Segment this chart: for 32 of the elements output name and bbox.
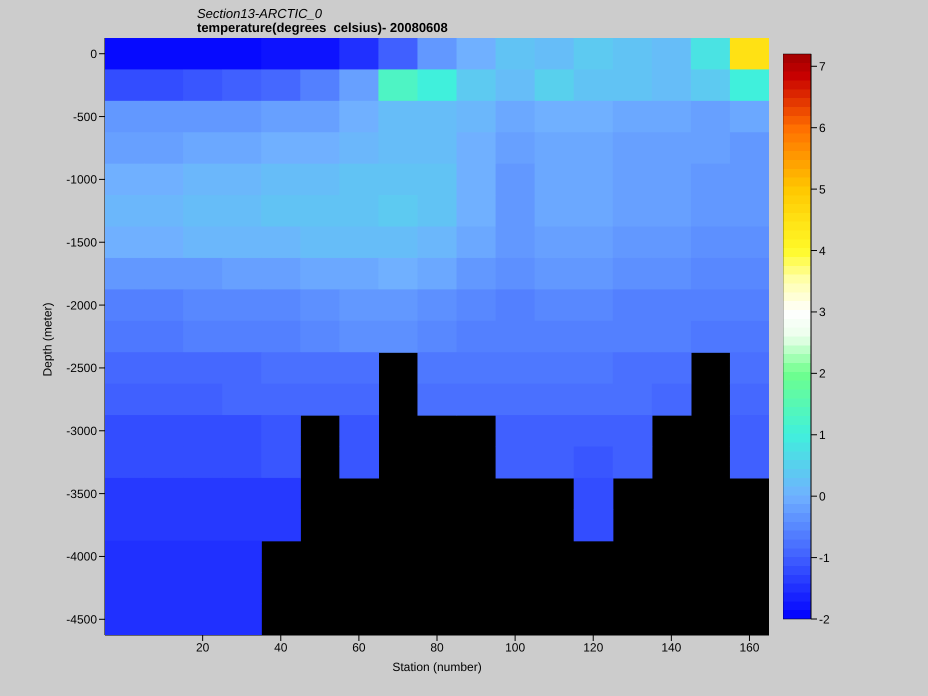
chart-subtitle: temperature(degrees celsius)- 20080608 xyxy=(197,20,448,35)
x-tick-label: 100 xyxy=(505,640,526,655)
y-tick-label: -3500 xyxy=(66,486,98,501)
x-tick-label: 60 xyxy=(352,640,366,655)
color-bar-label: -2 xyxy=(819,612,830,626)
y-tick-label: -4500 xyxy=(66,612,98,627)
color-bar-label: 2 xyxy=(819,366,826,381)
color-bar-label: 1 xyxy=(819,428,826,442)
y-tick-label: 0 xyxy=(90,46,98,61)
color-bar-label: 7 xyxy=(819,60,826,74)
x-tick-label: 160 xyxy=(739,640,760,655)
color-bar-label: 3 xyxy=(819,305,826,320)
x-tick-label: 120 xyxy=(583,640,604,655)
chart-title: Section13-ARCTIC_0 xyxy=(197,6,322,21)
x-tick-label: 40 xyxy=(274,640,288,655)
y-tick-label: -500 xyxy=(72,110,98,124)
x-tick-label: 80 xyxy=(430,640,444,655)
y-tick-label: -3000 xyxy=(66,424,98,438)
y-tick-label: -1500 xyxy=(66,235,98,250)
x-axis-title: Station (number) xyxy=(392,660,482,674)
y-tick-label: -2500 xyxy=(66,361,98,376)
color-bar-label: 0 xyxy=(819,489,826,504)
color-bar-label: 6 xyxy=(819,120,826,135)
y-tick-label: -2000 xyxy=(66,298,98,312)
color-bar-label: 4 xyxy=(819,244,826,258)
color-bar-label: -1 xyxy=(819,550,830,565)
x-tick-label: 20 xyxy=(196,640,210,655)
y-axis-title: Depth (meter) xyxy=(40,302,54,376)
y-tick-label: -4000 xyxy=(66,550,98,564)
color-bar-label: 5 xyxy=(819,182,826,196)
y-tick-label: -1000 xyxy=(66,172,98,187)
x-tick-label: 140 xyxy=(661,640,682,655)
